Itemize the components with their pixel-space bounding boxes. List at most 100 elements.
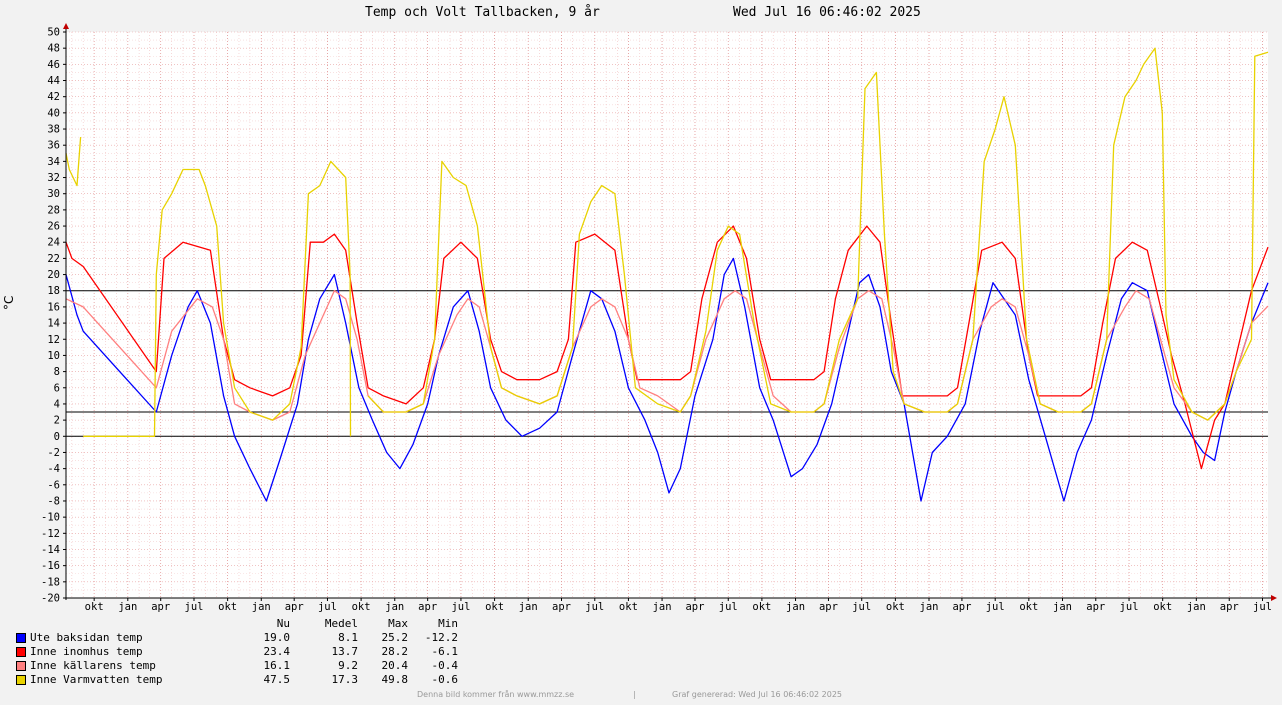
legend-value-now: 19.0 [263,631,291,644]
legend-value-max: 20.4 [381,659,409,672]
x-tick-label: jan [118,601,137,613]
x-tick-label: jul [318,601,337,613]
legend-series-name: Inne inomhus temp [30,645,143,658]
legend-header-max: Max [388,617,408,630]
x-tick-label: okt [218,601,237,613]
x-tick-label: apr [552,601,571,613]
y-tick-label: 42 [47,91,60,103]
x-tick-label: jul [986,601,1005,613]
x-tick-label: jan [786,601,805,613]
series-line-4 [65,47,1269,437]
series-line-2 [65,225,1269,470]
y-tick-label: 44 [47,75,60,87]
legend-value-mean: 17.3 [331,673,359,686]
legend-value-mean: 13.7 [331,645,359,658]
legend-swatch [16,647,26,657]
legend-series-name: Inne källarens temp [30,659,156,672]
y-tick-label: 28 [47,204,60,216]
legend-row: Inne inomhus temp 23.4 13.7 28.2 -6.1 [14,645,474,659]
y-tick-label: 48 [47,43,60,55]
y-tick-label: 26 [47,221,60,233]
y-tick-label: 16 [47,301,60,313]
axes: -20-18-16-14-12-10-8-6-4-202468101214161… [41,23,1277,613]
y-tick-label: 24 [47,237,60,249]
x-tick-label: okt [886,601,905,613]
x-tick-label: jan [1053,601,1072,613]
legend-value-mean: 8.1 [338,631,358,644]
x-tick-label: okt [752,601,771,613]
legend-value-min: -12.2 [424,631,458,644]
x-tick-label: okt [1019,601,1038,613]
y-tick-label: -14 [41,544,60,556]
y-tick-label: 10 [47,350,60,362]
y-tick-label: 38 [47,124,60,136]
y-tick-label: 34 [47,156,60,168]
x-tick-label: jan [519,601,538,613]
legend-header: Nu Medel Max Min [14,617,474,631]
chart-timestamp: Wed Jul 16 06:46:02 2025 [733,5,921,20]
legend-value-now: 16.1 [263,659,291,672]
legend-series-name: Ute baksidan temp [30,631,143,644]
y-tick-label: 8 [54,366,60,378]
y-tick-label: -8 [47,495,60,507]
y-tick-label: -10 [41,512,60,524]
x-tick-label: jan [385,601,404,613]
y-tick-label: 12 [47,334,60,346]
x-tick-label: jul [185,601,204,613]
legend-swatch [16,633,26,643]
footer-source: Denna bild kommer från www.mmzz.se [417,690,575,699]
x-tick-label: jul [451,601,470,613]
y-tick-label: 18 [47,285,60,297]
legend-swatch [16,661,26,671]
x-tick-label: jan [252,601,271,613]
y-tick-label: -12 [41,528,60,540]
x-tick-label: okt [85,601,104,613]
x-tick-label: jul [719,601,738,613]
x-tick-label: okt [352,601,371,613]
legend-header-min: Min [438,617,458,630]
legend-header-now: Nu [276,617,290,630]
y-tick-label: 30 [47,188,60,200]
y-tick-label: 14 [47,318,60,330]
legend-value-max: 28.2 [381,645,409,658]
x-tick-label: apr [952,601,971,613]
y-tick-label: -20 [41,593,60,605]
y-tick-label: -6 [47,479,60,491]
x-tick-label: jul [585,601,604,613]
legend-header-mean: Medel [324,617,358,630]
y-tick-label: 20 [47,269,60,281]
y-tick-label: -4 [47,463,60,475]
chart-title: Temp och Volt Tallbacken, 9 år [365,5,600,20]
x-axis-arrow [1271,595,1277,601]
y-tick-label: 2 [54,415,60,427]
x-tick-label: okt [485,601,504,613]
legend-value-mean: 9.2 [338,659,358,672]
legend-value-now: 23.4 [263,645,291,658]
x-tick-label: okt [619,601,638,613]
x-tick-label: jan [653,601,672,613]
y-tick-label: 0 [54,431,60,443]
series-lines [65,47,1269,502]
legend-value-max: 25.2 [381,631,409,644]
x-tick-label: okt [1153,601,1172,613]
y-tick-label: 50 [47,27,60,39]
legend-value-min: -0.4 [431,659,459,672]
y-tick-label: -16 [41,560,60,572]
legend-row: Inne Varmvatten temp 47.5 17.3 49.8 -0.6 [14,673,474,687]
y-axis-arrow [63,23,69,29]
x-tick-label: jul [852,601,871,613]
y-tick-label: 46 [47,59,60,71]
legend-value-min: -6.1 [431,645,459,658]
x-tick-label: apr [285,601,304,613]
y-tick-label: 6 [54,382,60,394]
x-tick-label: apr [1220,601,1239,613]
y-axis-label: °C [2,296,16,310]
legend-value-max: 49.8 [381,673,409,686]
y-tick-label: 4 [54,398,60,410]
legend-value-min: -0.6 [431,673,459,686]
x-tick-label: apr [151,601,170,613]
legend-row: Inne källarens temp 16.1 9.2 20.4 -0.4 [14,659,474,673]
y-tick-label: -18 [41,576,60,588]
footer-separator: | [633,690,636,699]
